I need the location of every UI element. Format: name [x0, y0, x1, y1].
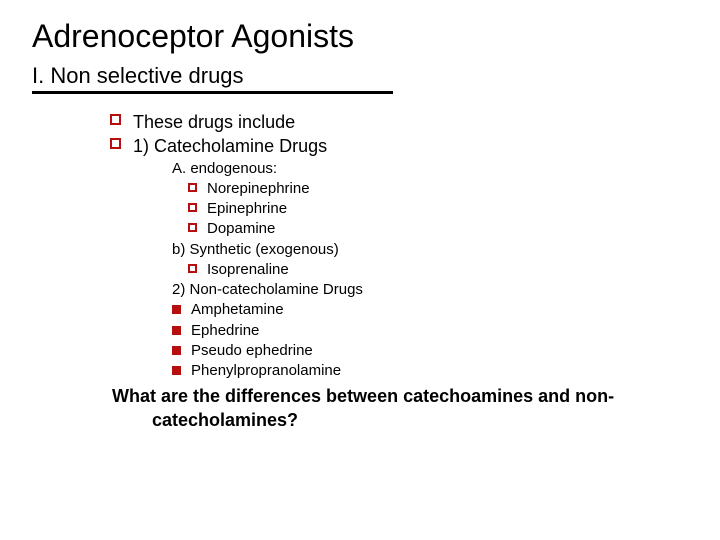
open-square-icon: [110, 114, 121, 125]
slide: Adrenoceptor Agonists I. Non selective d…: [0, 0, 720, 540]
list-item-label: Ephedrine: [191, 321, 259, 341]
list-item: Isoprenaline: [188, 260, 688, 280]
group-header: A. endogenous:: [172, 159, 688, 179]
list-item: Amphetamine: [172, 300, 688, 320]
list-item: These drugs include: [110, 110, 688, 134]
group-header: 2) Non-catecholamine Drugs: [172, 280, 688, 300]
list-item-label: Norepinephrine: [207, 179, 310, 199]
list-item-label: These drugs include: [133, 110, 295, 134]
list-item: Pseudo ephedrine: [172, 341, 688, 361]
open-square-icon: [188, 223, 197, 232]
open-square-icon: [188, 203, 197, 212]
list-item-label: Phenylpropranolamine: [191, 361, 341, 381]
list-item-label: Epinephrine: [207, 199, 287, 219]
divider: [32, 91, 393, 94]
filled-square-icon: [172, 305, 181, 314]
open-square-icon: [110, 138, 121, 149]
question-text: What are the differences between catecho…: [112, 385, 672, 432]
level2-list: Amphetamine Ephedrine Pseudo ephedrine P…: [172, 300, 688, 381]
open-square-icon: [188, 183, 197, 192]
level1-list: These drugs include 1) Catecholamine Dru…: [110, 110, 688, 159]
level3-list: Isoprenaline: [188, 260, 688, 280]
level3-list: Norepinephrine Epinephrine Dopamine: [188, 179, 688, 240]
open-square-icon: [188, 264, 197, 273]
filled-square-icon: [172, 326, 181, 335]
filled-square-icon: [172, 366, 181, 375]
list-item: Epinephrine: [188, 199, 688, 219]
list-item-label: 1) Catecholamine Drugs: [133, 134, 327, 158]
slide-subtitle: I. Non selective drugs: [32, 63, 688, 89]
filled-square-icon: [172, 346, 181, 355]
group-header: b) Synthetic (exogenous): [172, 240, 688, 260]
list-item: 1) Catecholamine Drugs: [110, 134, 688, 158]
list-item: Norepinephrine: [188, 179, 688, 199]
list-item: Ephedrine: [172, 321, 688, 341]
list-item-label: Pseudo ephedrine: [191, 341, 313, 361]
slide-title: Adrenoceptor Agonists: [32, 18, 688, 55]
list-item: Phenylpropranolamine: [172, 361, 688, 381]
list-item-label: Dopamine: [207, 219, 275, 239]
list-item-label: Amphetamine: [191, 300, 284, 320]
list-item-label: Isoprenaline: [207, 260, 289, 280]
list-item: Dopamine: [188, 219, 688, 239]
